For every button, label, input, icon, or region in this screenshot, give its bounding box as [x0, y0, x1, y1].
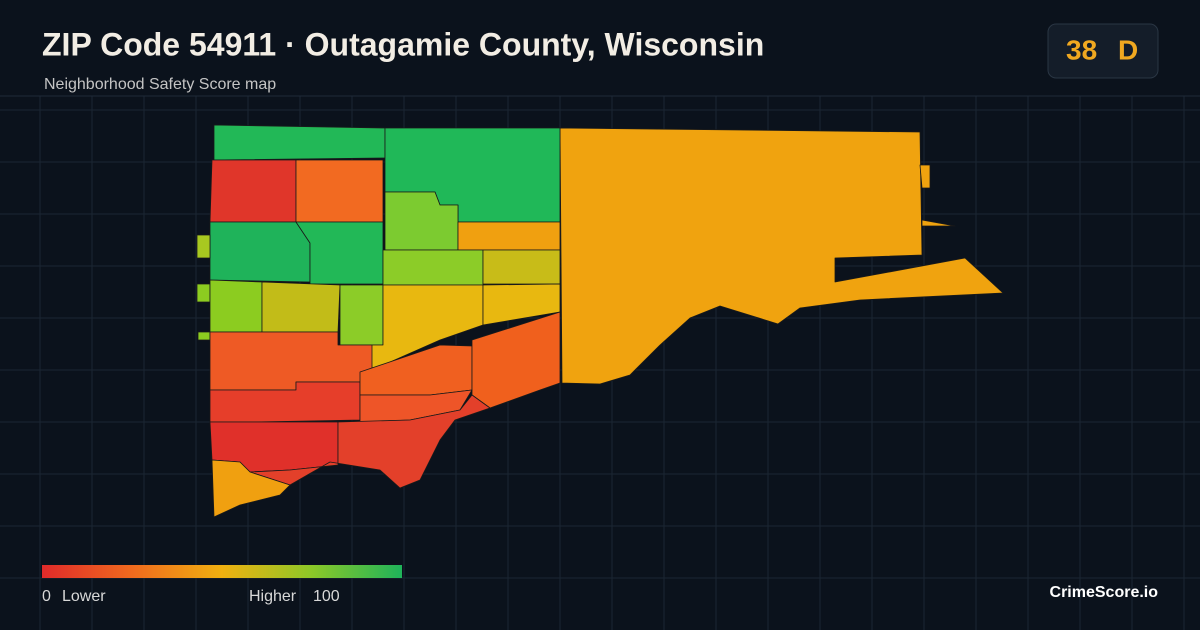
area	[196, 283, 211, 303]
area	[921, 219, 956, 227]
area	[482, 249, 561, 285]
score: 38	[1066, 34, 1097, 65]
area	[261, 281, 341, 333]
brand: CrimeScore.io	[1050, 584, 1159, 601]
legend-gradient	[42, 565, 402, 578]
zip-map	[196, 124, 1004, 518]
title: ZIP Code 54911 · Outagamie County, Wisco…	[42, 26, 764, 62]
area	[457, 221, 561, 251]
score-badge	[1047, 23, 1159, 79]
area	[382, 249, 484, 286]
area	[295, 221, 384, 285]
area	[213, 124, 386, 161]
legend-min: 0	[42, 588, 51, 605]
area	[295, 159, 384, 223]
area	[197, 331, 211, 341]
area	[919, 164, 931, 189]
area	[209, 221, 311, 283]
area	[339, 284, 384, 346]
area	[249, 394, 491, 489]
area	[209, 279, 263, 333]
grade: D	[1118, 34, 1138, 65]
legend-high: Higher	[249, 588, 297, 605]
legend-low: Lower	[62, 588, 106, 605]
subtitle: Neighborhood Safety Score map	[44, 76, 276, 93]
area	[211, 459, 291, 518]
area	[559, 127, 1004, 385]
area	[209, 159, 297, 223]
legend-max: 100	[313, 588, 340, 605]
area	[196, 234, 211, 259]
